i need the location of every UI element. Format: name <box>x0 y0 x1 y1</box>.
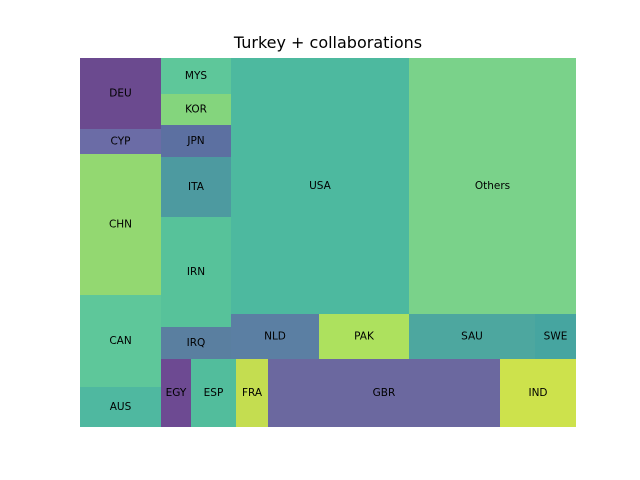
treemap-label-esp: ESP <box>204 387 224 399</box>
treemap-cell-nld <box>231 314 319 359</box>
treemap-cell-irq <box>161 327 231 359</box>
treemap-cell-aus <box>80 387 161 427</box>
treemap-label-jpn: JPN <box>186 135 204 147</box>
treemap-cell-pak <box>319 314 409 359</box>
treemap-label-deu: DEU <box>109 88 131 100</box>
treemap-label-swe: SWE <box>544 331 568 343</box>
treemap-cell-ita <box>161 157 231 217</box>
treemap-cell-gbr <box>268 359 500 427</box>
treemap-cell-swe <box>535 314 576 359</box>
treemap-label-sau: SAU <box>461 331 483 343</box>
treemap-label-others: Others <box>475 180 510 192</box>
treemap-label-cyp: CYP <box>111 136 131 148</box>
treemap-cell-irn <box>161 217 231 327</box>
treemap-label-can: CAN <box>109 335 131 347</box>
treemap-label-ind: IND <box>528 387 547 399</box>
treemap-label-egy: EGY <box>166 387 187 399</box>
treemap-label-kor: KOR <box>185 104 207 116</box>
treemap-label-chn: CHN <box>109 219 132 231</box>
treemap-cell-ind <box>500 359 576 427</box>
chart-title: Turkey + collaborations <box>233 33 422 52</box>
treemap-label-usa: USA <box>309 180 332 192</box>
treemap-label-irn: IRN <box>187 266 205 278</box>
treemap-label-fra: FRA <box>242 387 263 399</box>
treemap-cell-jpn <box>161 125 231 157</box>
treemap-cell-fra <box>236 359 268 427</box>
treemap-cell-mys <box>161 58 231 94</box>
treemap-label-ita: ITA <box>188 181 205 193</box>
treemap-cells: DEU CYP CHN CAN AUS MYS KOR JPN ITA IRN IRQ EGY ESP F… <box>80 58 576 427</box>
treemap-cell-others <box>409 58 576 314</box>
treemap-label-mys: MYS <box>185 70 207 82</box>
treemap-cell-cyp <box>80 129 161 154</box>
treemap-cell-chn <box>80 154 161 295</box>
treemap-label-nld: NLD <box>264 331 286 343</box>
treemap-label-aus: AUS <box>110 401 132 413</box>
treemap-cell-usa <box>231 58 409 314</box>
treemap-cell-esp <box>191 359 236 427</box>
treemap-label-gbr: GBR <box>373 387 396 399</box>
treemap-label-pak: PAK <box>354 331 375 343</box>
treemap-cell-kor <box>161 94 231 125</box>
treemap-cell-deu <box>80 58 161 129</box>
treemap-cell-sau <box>409 314 535 359</box>
treemap-cell-egy <box>161 359 191 427</box>
treemap-cell-can <box>80 295 161 387</box>
treemap-label-irq: IRQ <box>187 337 206 349</box>
